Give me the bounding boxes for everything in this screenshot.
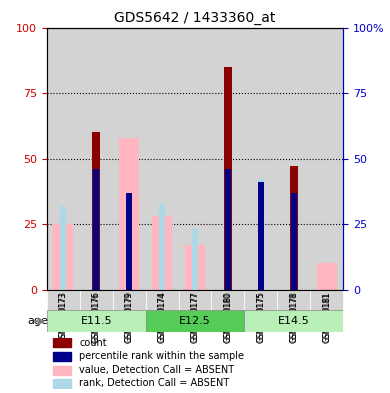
Bar (80, 28, 113, 290)
Text: GSM1310177: GSM1310177 (190, 291, 200, 342)
Text: GSM1310179: GSM1310179 (125, 291, 134, 342)
Bar (53, 224, 73, 290)
Bar (224, 67, 232, 290)
Text: GSM1310178: GSM1310178 (289, 292, 298, 343)
Bar (258, 180, 264, 290)
FancyBboxPatch shape (310, 290, 343, 326)
Bar (225, 169, 231, 290)
Text: GSM1310175: GSM1310175 (256, 291, 265, 342)
Text: GSM1310178: GSM1310178 (289, 291, 298, 342)
FancyBboxPatch shape (80, 290, 113, 326)
Text: GSM1310174: GSM1310174 (158, 292, 167, 343)
Bar (92, 132, 100, 290)
Bar (53, 379, 71, 388)
Text: age: age (28, 316, 48, 326)
Text: GSM1310177: GSM1310177 (190, 292, 200, 343)
Bar (159, 203, 165, 290)
Bar (152, 216, 172, 290)
Text: value, Detection Call = ABSENT: value, Detection Call = ABSENT (80, 365, 234, 375)
Bar (113, 28, 145, 290)
Bar (53, 352, 71, 361)
Text: rank, Detection Call = ABSENT: rank, Detection Call = ABSENT (80, 378, 230, 388)
FancyBboxPatch shape (47, 290, 80, 326)
FancyBboxPatch shape (211, 290, 245, 326)
Bar (60, 206, 66, 290)
Bar (192, 229, 198, 290)
FancyBboxPatch shape (245, 290, 277, 326)
Text: GSM1310181: GSM1310181 (322, 292, 331, 343)
Bar (93, 169, 99, 290)
Text: GSM1310180: GSM1310180 (223, 292, 232, 343)
Text: GSM1310180: GSM1310180 (223, 291, 232, 342)
Text: GSM1310173: GSM1310173 (59, 292, 68, 343)
Text: E14.5: E14.5 (278, 316, 310, 326)
Bar (291, 193, 297, 290)
Bar (145, 28, 179, 290)
Bar (245, 28, 277, 290)
Bar (211, 28, 245, 290)
Text: GSM1310176: GSM1310176 (92, 292, 101, 343)
FancyBboxPatch shape (113, 290, 145, 326)
Title: GDS5642 / 1433360_at: GDS5642 / 1433360_at (114, 11, 276, 25)
Text: GSM1310181: GSM1310181 (322, 291, 331, 342)
Bar (290, 166, 298, 290)
FancyBboxPatch shape (145, 290, 179, 326)
Bar (277, 28, 310, 290)
Bar (179, 28, 211, 290)
Bar (258, 182, 264, 290)
Bar (53, 338, 71, 347)
Text: GSM1310174: GSM1310174 (158, 291, 167, 342)
Bar (47, 28, 80, 290)
Text: GSM1310179: GSM1310179 (125, 292, 134, 343)
FancyBboxPatch shape (179, 290, 211, 326)
Bar (185, 245, 205, 290)
Bar (317, 263, 337, 290)
Text: E12.5: E12.5 (179, 316, 211, 326)
FancyBboxPatch shape (145, 310, 245, 332)
Text: GSM1310175: GSM1310175 (256, 292, 265, 343)
Bar (53, 365, 71, 375)
Bar (119, 138, 139, 290)
FancyBboxPatch shape (245, 310, 343, 332)
FancyBboxPatch shape (47, 310, 145, 332)
Text: E11.5: E11.5 (80, 316, 112, 326)
Text: GSM1310173: GSM1310173 (59, 291, 68, 342)
Text: GSM1310176: GSM1310176 (92, 291, 101, 342)
Text: count: count (80, 338, 107, 347)
Bar (310, 28, 343, 290)
FancyBboxPatch shape (277, 290, 310, 326)
Text: percentile rank within the sample: percentile rank within the sample (80, 351, 245, 362)
Bar (126, 193, 132, 290)
